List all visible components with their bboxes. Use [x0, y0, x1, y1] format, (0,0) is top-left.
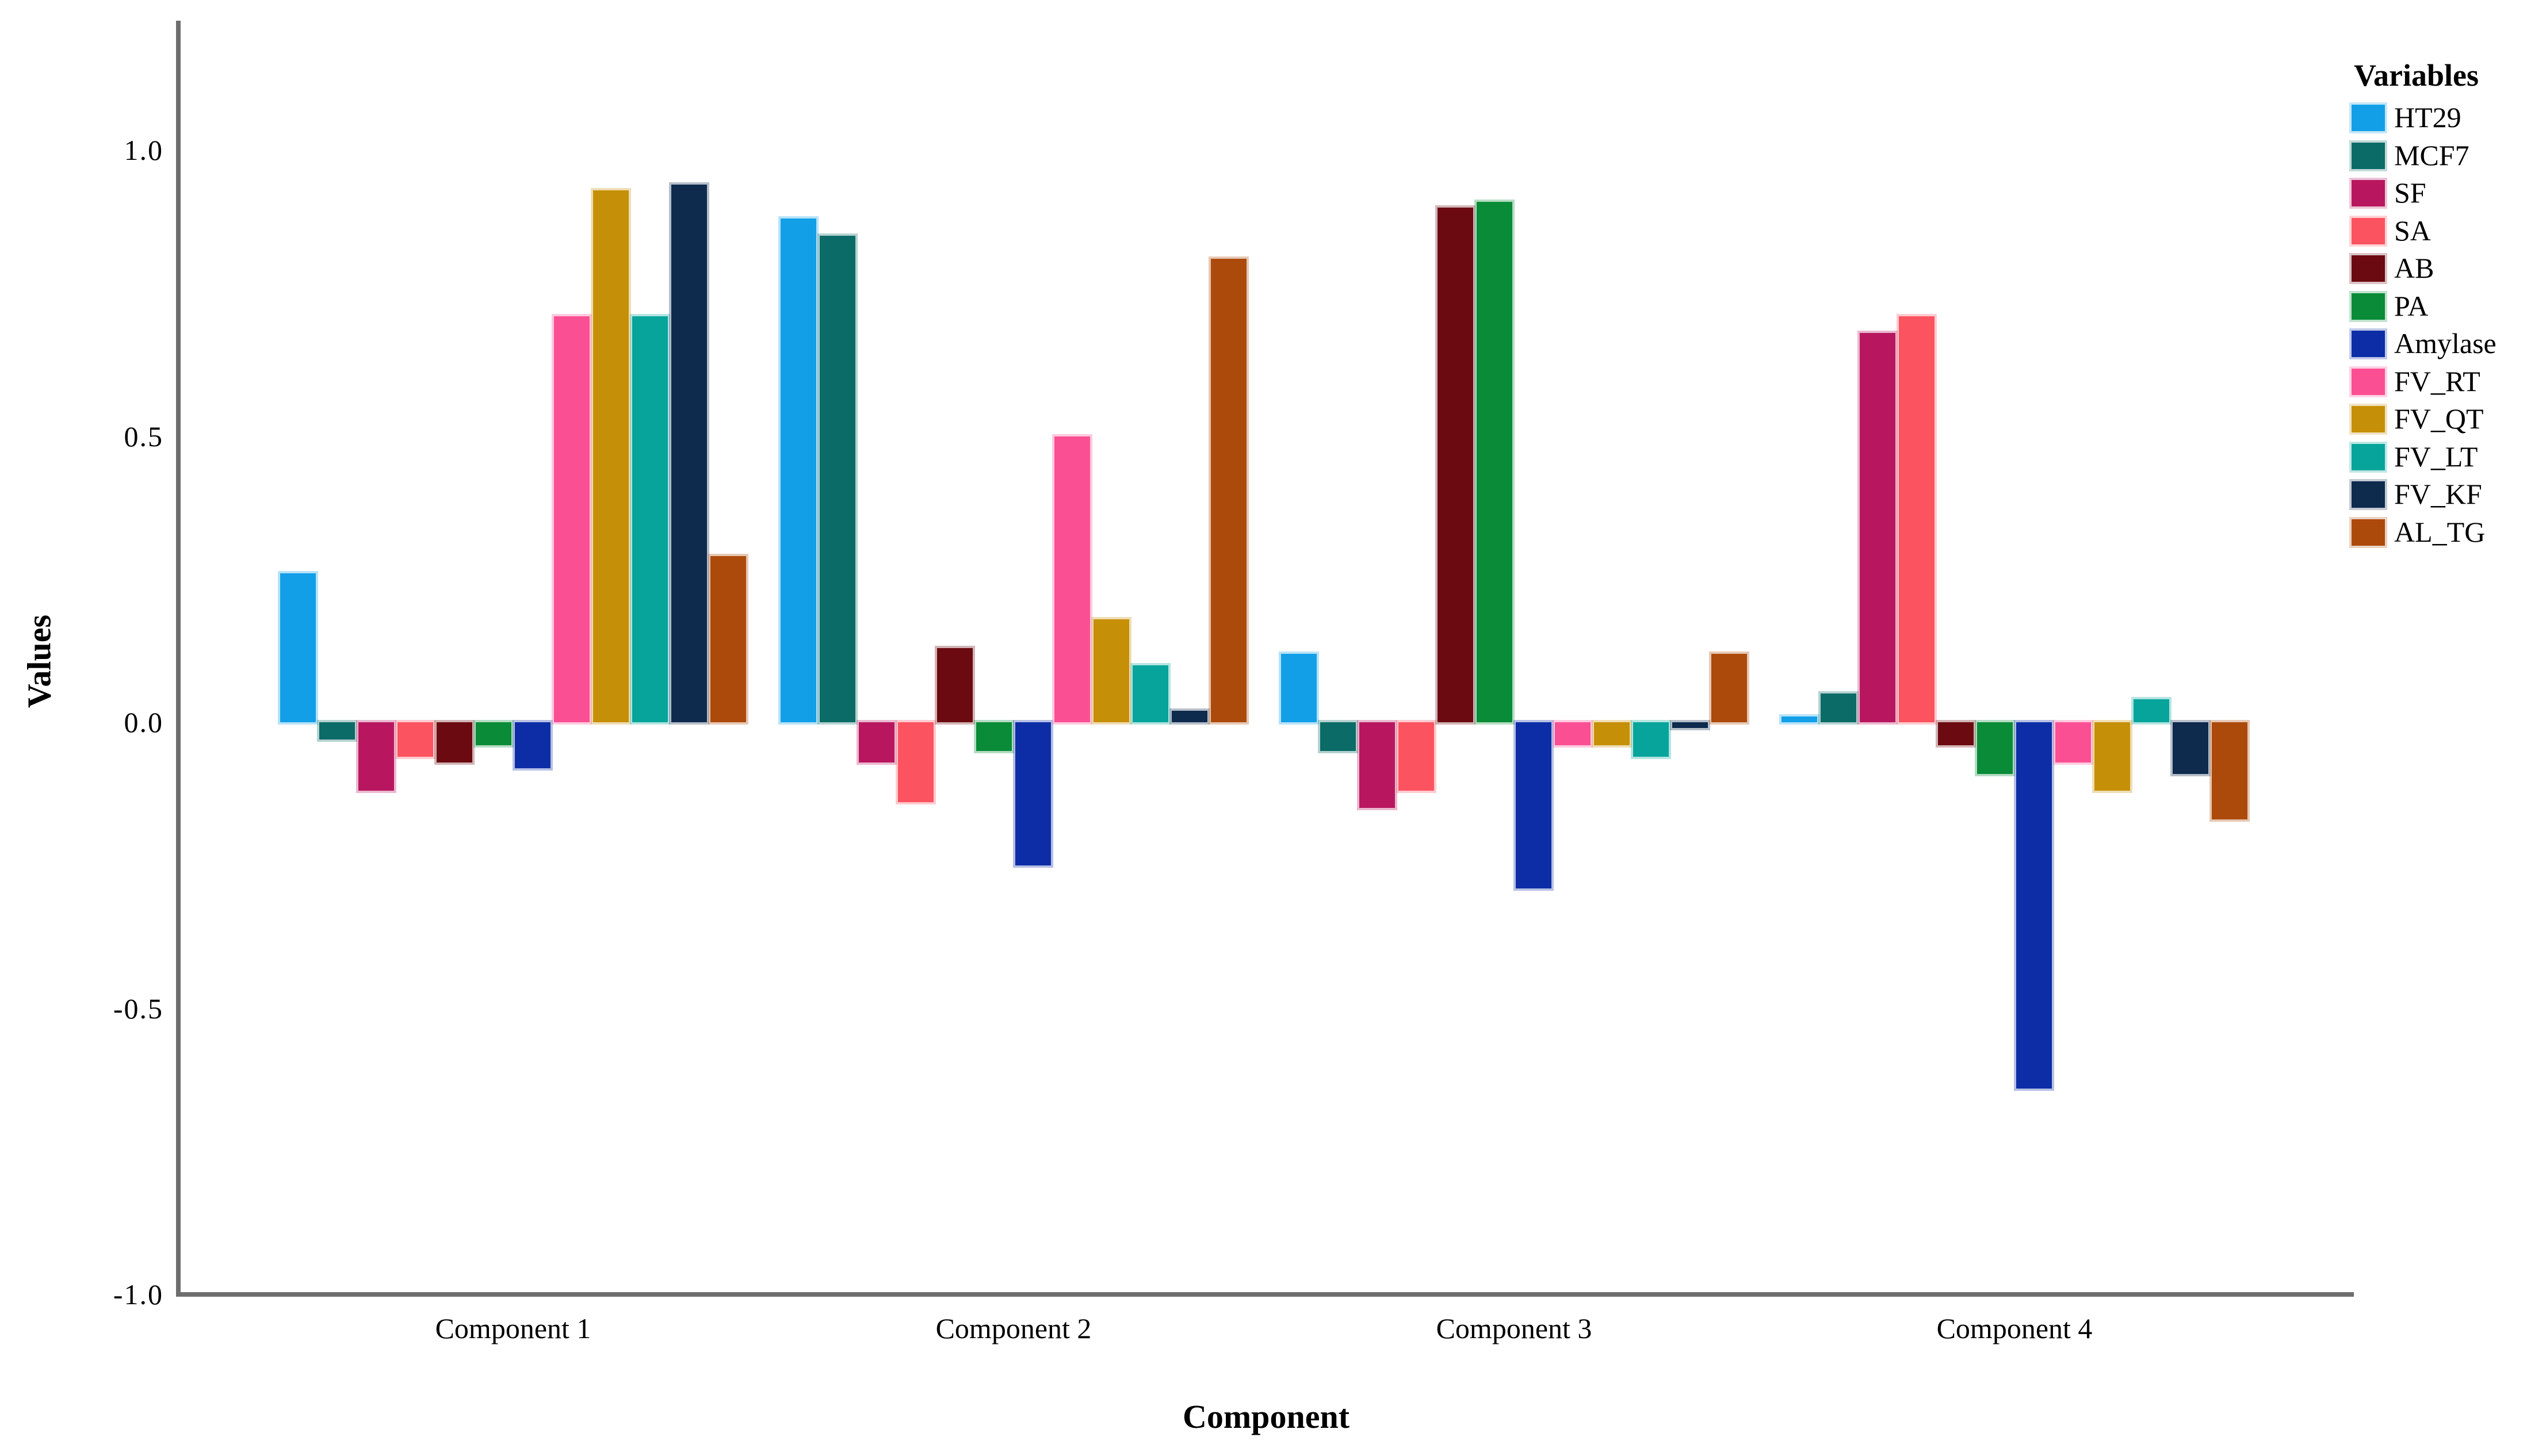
bar-al_tg [1209, 256, 1249, 725]
bar-fv_rt [1052, 434, 1092, 725]
legend-label-mcf7: MCF7 [2394, 139, 2469, 171]
bar-sa [1396, 719, 1436, 794]
bar-sf [1357, 719, 1397, 811]
bar-al_tg [1709, 651, 1749, 725]
bar-al_tg [708, 554, 748, 725]
legend-swatch-fv_kf [2349, 479, 2387, 510]
bar-sa [1897, 313, 1937, 725]
x-tick-label: Component 3 [1436, 1312, 1592, 1344]
bar-fv_rt [552, 313, 592, 725]
bar-ht29 [1279, 651, 1319, 725]
bar-fv_qt [1592, 720, 1632, 748]
bar-sa [395, 720, 435, 759]
legend-swatch-fv_rt [2349, 366, 2387, 397]
bar-amylase [1013, 720, 1053, 868]
bar-sa [896, 719, 936, 805]
legend-label-sf: SF [2394, 177, 2426, 209]
bar-fv_kf [669, 182, 709, 725]
y-tick-label: 1.0 [124, 134, 163, 166]
y-tick-label: 0.0 [124, 706, 163, 738]
bar-fv_qt [2092, 719, 2132, 794]
bar-amylase [1513, 720, 1554, 891]
legend-label-amylase: Amylase [2394, 327, 2497, 359]
legend-swatch-sf [2349, 178, 2387, 209]
x-axis-title: Component [1182, 1398, 1350, 1435]
y-tick-label: -1.0 [113, 1278, 163, 1311]
bar-pa [473, 720, 514, 748]
bar-fv_kf [1169, 708, 1210, 725]
bar-fv_lt [1631, 720, 1671, 759]
legend-label-fv_qt: FV_QT [2394, 403, 2484, 435]
bar-ab [1435, 205, 1475, 725]
bar-mcf7 [817, 233, 858, 725]
x-tick-label: Component 2 [935, 1312, 1092, 1344]
bar-ht29 [278, 571, 318, 725]
legend-swatch-ab [2349, 253, 2387, 284]
bar-fv_lt [1130, 662, 1171, 725]
legend-swatch-amylase [2349, 328, 2387, 359]
bar-fv_lt [2131, 697, 2172, 725]
y-tick-label: -0.5 [113, 992, 163, 1025]
bar-sf [356, 719, 396, 794]
bar-pa [1975, 720, 2015, 776]
legend-label-ht29: HT29 [2394, 101, 2461, 133]
legend-label-al_tg: AL_TG [2394, 515, 2486, 548]
bar-ht29 [778, 216, 819, 725]
x-tick-label: Component 4 [1936, 1312, 2093, 1344]
legend-label-fv_kf: FV_KF [2394, 478, 2482, 510]
legend-swatch-fv_lt [2349, 441, 2387, 473]
bar-ab [1936, 720, 1976, 748]
legend-label-pa: PA [2394, 289, 2429, 322]
legend-swatch-pa [2349, 290, 2387, 322]
legend-label-sa: SA [2394, 214, 2431, 247]
bar-fv_qt [1091, 616, 1131, 725]
legend-swatch-sa [2349, 215, 2387, 247]
bar-amylase [513, 720, 553, 771]
bar-mcf7 [317, 720, 357, 742]
y-tick-label: 0.5 [124, 420, 163, 453]
bar-sf [857, 720, 897, 765]
bar-mcf7 [1318, 720, 1358, 753]
x-tick-label: Component 1 [435, 1312, 591, 1344]
bar-fv_kf [1670, 720, 1710, 730]
legend-title: Variables [2354, 58, 2479, 93]
bar-fv_qt [591, 187, 631, 725]
bar-pa [974, 720, 1014, 753]
bar-ab [935, 645, 975, 725]
bar-al_tg [2209, 719, 2250, 822]
legend-swatch-ht29 [2349, 102, 2387, 133]
bar-amylase [2014, 720, 2054, 1091]
bar-fv_rt [1553, 720, 1593, 748]
legend-swatch-mcf7 [2349, 140, 2387, 171]
bar-ht29 [1779, 714, 1819, 725]
bar-pa [1474, 199, 1515, 725]
bar-sf [1857, 331, 1898, 725]
bar-ab [434, 720, 475, 765]
y-axis-title: Values [20, 614, 58, 708]
legend-label-fv_lt: FV_LT [2394, 440, 2478, 473]
x-axis-line [176, 1292, 2354, 1297]
bar-fv_lt [630, 313, 670, 725]
bar-fv_kf [2170, 720, 2211, 776]
legend-label-fv_rt: FV_RT [2394, 365, 2480, 397]
bar-mcf7 [1818, 691, 1859, 725]
bar-fv_rt [2053, 720, 2093, 765]
y-axis-line [176, 21, 181, 1297]
legend-swatch-al_tg [2349, 516, 2387, 548]
legend-swatch-fv_qt [2349, 404, 2387, 435]
legend-label-ab: AB [2394, 252, 2434, 284]
